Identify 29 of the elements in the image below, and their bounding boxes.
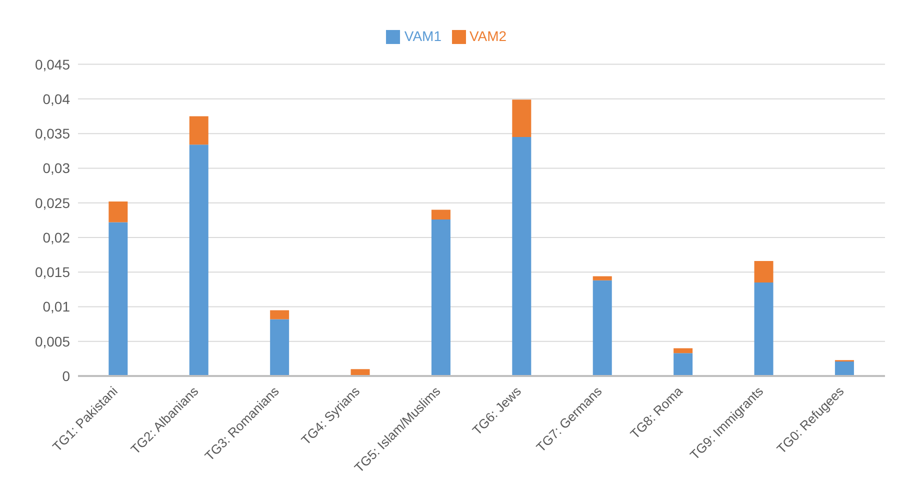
bar <box>270 310 290 320</box>
y-tick-label: 0,045 <box>34 56 70 72</box>
y-tick-label: 0,01 <box>42 298 70 315</box>
bar <box>431 210 450 220</box>
bar <box>592 276 612 280</box>
bar <box>592 280 612 376</box>
bar <box>834 361 854 376</box>
y-tick-label: 0 <box>62 368 70 384</box>
bar <box>512 137 532 376</box>
bar <box>270 319 290 376</box>
y-tick-label: 0,04 <box>42 90 70 107</box>
y-tick-label: 0,02 <box>42 229 70 246</box>
legend-label: VAM2 <box>470 28 507 44</box>
bar <box>754 261 774 282</box>
bar <box>108 222 128 376</box>
legend-label: VAM1 <box>404 28 442 44</box>
y-tick-label: 0,03 <box>42 160 70 176</box>
y-tick-label: 0,015 <box>34 264 70 280</box>
bar <box>512 100 532 138</box>
y-tick-label: 0,025 <box>34 194 70 211</box>
bar <box>431 219 450 376</box>
bar <box>674 348 693 354</box>
bar <box>108 201 128 222</box>
y-tick-label: 0,035 <box>34 126 70 142</box>
bar <box>674 353 693 376</box>
bar <box>189 116 208 145</box>
y-tick-label: 0,005 <box>34 333 70 350</box>
bar <box>754 282 774 376</box>
bar <box>189 144 208 376</box>
